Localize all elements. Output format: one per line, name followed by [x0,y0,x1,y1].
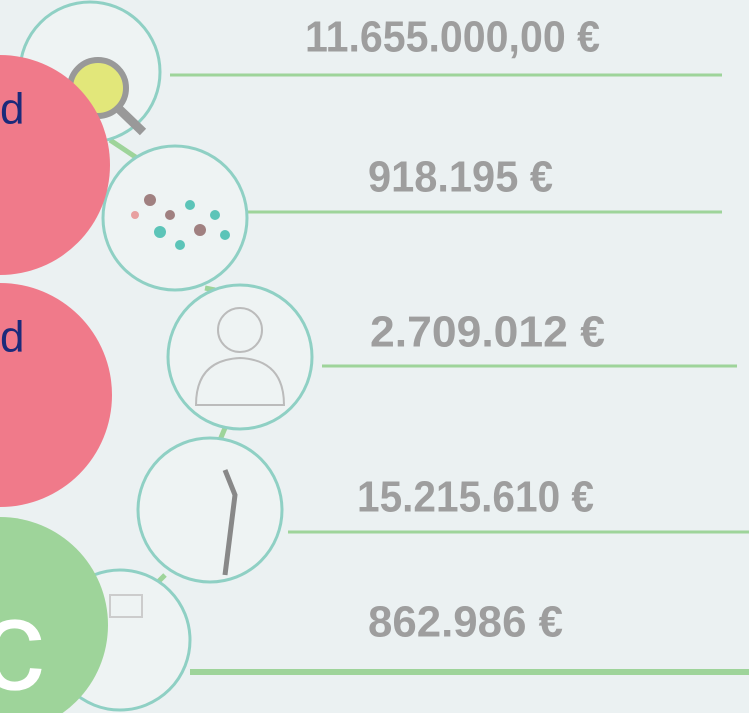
letter: c [0,571,45,713]
pink-circle [0,283,112,507]
icon-circle [101,144,249,292]
pink-circle [0,55,110,275]
endoscope-icon [222,469,238,576]
icon-circle [136,436,284,584]
letter: d [0,313,24,362]
amount: 862.986 € [368,598,563,647]
letter: d [0,85,24,134]
magnifier-handle [114,104,147,136]
amount: 2.709.012 € [370,308,605,357]
amount: 11.655.000,00 € [305,13,600,62]
doctor-icon [194,307,286,406]
amount: 918.195 € [368,153,553,202]
monitor-icon [109,594,143,618]
amounts: 11.655.000,00 € 918.195 € 2.709.012 € 15.21… [305,13,605,647]
bacteria-icon [131,194,230,250]
rules [170,73,749,675]
amount: 15.215.610 € [357,473,594,522]
green-circle [0,517,108,713]
